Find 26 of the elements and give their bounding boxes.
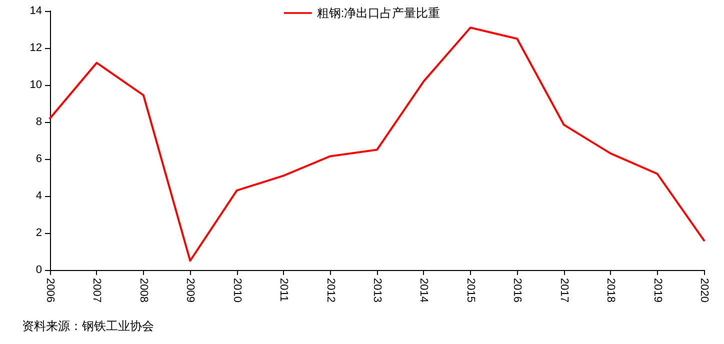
x-tick-label: 2019 xyxy=(651,278,664,302)
text: 资料来源：钢铁工业协会 xyxy=(22,319,154,333)
legend-label: 粗钢:净出口占产量比重 xyxy=(316,6,440,20)
y-tick-label: 6 xyxy=(36,153,42,165)
x-tick-label: 2018 xyxy=(604,278,617,302)
y-tick-label: 4 xyxy=(36,190,42,202)
y-tick-label: 0 xyxy=(36,264,42,276)
y-tick-label: 10 xyxy=(30,79,42,91)
x-tick-label: 2008 xyxy=(137,278,150,302)
x-tick-label: 2016 xyxy=(511,278,524,302)
x-tick-label: 2020 xyxy=(698,278,710,302)
x-tick-label: 2009 xyxy=(184,278,196,302)
x-tick-label: 2006 xyxy=(44,278,56,302)
x-tick-label: 2014 xyxy=(418,278,430,302)
x-tick-label: 2012 xyxy=(324,278,336,302)
x-tick-label: 2011 xyxy=(278,278,290,302)
x-tick-label: 2015 xyxy=(464,278,476,302)
y-tick-label: 2 xyxy=(36,227,42,239)
x-tick-label: 2017 xyxy=(558,278,570,302)
x-tick-label: 2010 xyxy=(230,278,243,302)
y-tick-label: 8 xyxy=(36,116,42,128)
y-tick-label: 14 xyxy=(30,5,42,17)
y-tick-label: 12 xyxy=(30,42,42,54)
x-tick-label: 2007 xyxy=(90,278,103,302)
line-series xyxy=(49,26,705,262)
x-tick-label: 2013 xyxy=(371,278,383,302)
